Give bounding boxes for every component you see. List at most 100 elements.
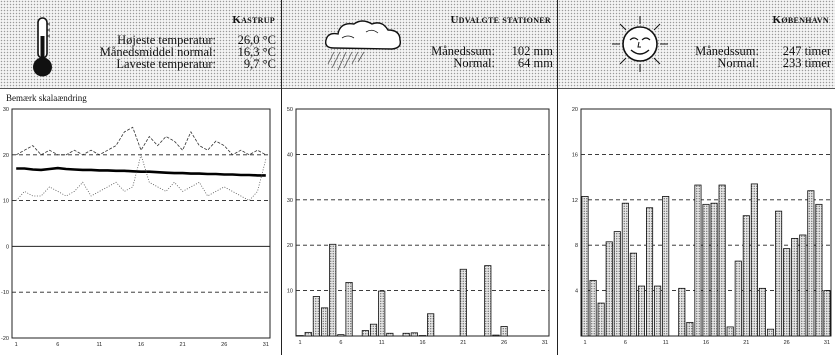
y-tick-label: 0: [6, 244, 9, 250]
bar: [807, 190, 815, 337]
y-tick-label: 30: [3, 107, 9, 113]
y-tick-label: 16: [572, 152, 578, 158]
y-tick-label: 20: [3, 153, 9, 159]
bar: [500, 326, 508, 337]
bar: [646, 207, 654, 337]
stat-row: Laveste temperatur: 9,7 °C: [100, 57, 276, 71]
bar: [361, 330, 369, 337]
bar: [710, 202, 718, 337]
x-tick-label: 1: [584, 340, 587, 346]
bar: [702, 203, 710, 337]
bar: [345, 282, 353, 337]
bar: [686, 321, 694, 337]
bar: [581, 195, 589, 337]
bar: [718, 184, 726, 337]
panel-header: Kastrup Højeste temperatur: 26,0 °C Måned…: [0, 0, 281, 89]
stat-value: 16,3 °C: [237, 45, 276, 59]
bar: [329, 243, 337, 337]
y-tick-label: -10: [1, 290, 9, 296]
stat-value: 9,7 °C: [243, 57, 276, 71]
thermometer-icon: [33, 17, 52, 77]
x-tick-label: 31: [824, 340, 830, 346]
bar: [775, 210, 783, 337]
bar: [613, 231, 621, 337]
bar: [758, 287, 766, 337]
precipitation-stats: Månedssum: 102 mm Normal: 64 mm: [431, 44, 553, 70]
plot-frame: [11, 108, 271, 339]
stat-label: Månedssum:: [695, 44, 759, 58]
x-tick-label: 16: [703, 340, 709, 346]
y-tick-label: -20: [1, 336, 9, 342]
y-tick-label: 50: [287, 107, 293, 113]
x-tick-label: 16: [419, 340, 425, 346]
x-tick-label: 21: [460, 340, 466, 346]
sunshine-stats: Månedssum: 247 timer Normal: 233 timer: [695, 44, 831, 70]
bar: [654, 285, 662, 337]
y-tick-label: 8: [575, 243, 578, 249]
stat-label: Normal:: [717, 56, 759, 70]
series-line-normal: [16, 166, 266, 177]
x-tick-label: 26: [784, 340, 790, 346]
stat-value: 233 timer: [782, 56, 831, 70]
x-tick-label: 6: [624, 340, 627, 346]
stat-label: Månedssum:: [431, 44, 495, 58]
stat-row: Månedssum: 102 mm: [431, 44, 553, 58]
sun-icon: [612, 16, 668, 72]
bar: [378, 290, 386, 337]
bar: [589, 279, 597, 337]
station-name: Udvalgte stationer: [450, 14, 551, 26]
bar: [799, 234, 807, 337]
bar: [605, 241, 613, 337]
temperature-stats: Højeste temperatur: 26,0 °C Månedsmiddel …: [100, 33, 276, 71]
scale-note: Bemærk skalaændring: [6, 93, 87, 103]
stat-value: 64 mm: [517, 56, 553, 70]
stat-row: Månedssum: 247 timer: [695, 44, 831, 58]
bar: [459, 268, 467, 337]
bar: [742, 215, 750, 337]
x-tick-label: 16: [138, 342, 144, 348]
x-tick-label: 11: [663, 340, 669, 346]
y-tick-label: 20: [287, 243, 293, 249]
x-tick-label: 1: [299, 340, 302, 346]
bar: [783, 248, 791, 337]
bar: [304, 331, 312, 337]
bar: [492, 334, 500, 337]
x-tick-label: 21: [743, 340, 749, 346]
panel-temperature: Kastrup Højeste temperatur: 26,0 °C Måned…: [0, 0, 282, 355]
bar: [427, 313, 435, 337]
stat-row: Månedsmiddel normal: 16,3 °C: [100, 45, 276, 59]
x-tick-label: 26: [501, 340, 507, 346]
stat-label: Normal:: [453, 56, 495, 70]
panel-sunshine: København Månedssum: 247 timer Normal: 233…: [558, 0, 835, 355]
series-line-min: [15, 153, 267, 202]
y-tick-label: 4: [575, 289, 578, 295]
x-tick-label: 31: [263, 342, 269, 348]
x-tick-label: 11: [379, 340, 385, 346]
panel-header: København Månedssum: 247 timer Normal: 233…: [558, 0, 835, 89]
station-name: Kastrup: [232, 14, 275, 26]
y-tick-label: 40: [287, 152, 293, 158]
stat-value: 247 timer: [782, 44, 831, 58]
bar: [386, 332, 394, 337]
bar: [750, 183, 758, 337]
bar: [410, 332, 418, 337]
y-tick-label: 20: [572, 107, 578, 113]
bar: [823, 290, 831, 337]
x-tick-label: 11: [97, 342, 103, 348]
x-tick-label: 1: [15, 342, 18, 348]
bar: [621, 202, 629, 337]
bar: [766, 328, 775, 337]
panel-header: Udvalgte stationer Månedssum: 102 mm Norm…: [282, 0, 557, 89]
y-tick-label: 12: [572, 198, 578, 204]
bar: [597, 302, 605, 337]
station-name: København: [772, 14, 829, 26]
y-tick-label: 10: [3, 199, 9, 205]
stat-value: 26,0 °C: [237, 33, 276, 47]
panel-precipitation: Udvalgte stationer Månedssum: 102 mm Norm…: [282, 0, 558, 355]
y-tick-label: 10: [287, 289, 293, 295]
series-line-max: [16, 126, 266, 156]
bar: [337, 334, 345, 337]
